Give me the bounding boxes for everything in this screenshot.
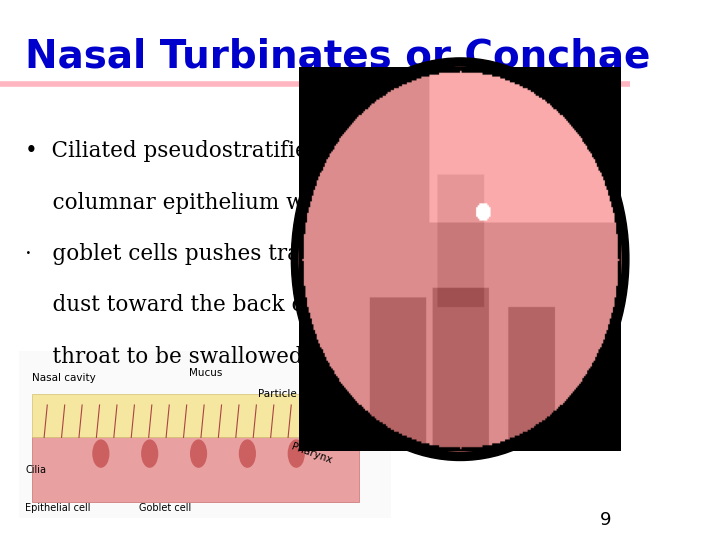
Text: columnar epithelium with: columnar epithelium with xyxy=(25,192,334,214)
Text: •  Ciliated pseudostratified: • Ciliated pseudostratified xyxy=(25,140,322,163)
Text: Nasal Turbinates or Conchae: Nasal Turbinates or Conchae xyxy=(25,38,651,76)
Ellipse shape xyxy=(191,440,207,467)
Text: throat to be swallowed.: throat to be swallowed. xyxy=(25,346,310,368)
Text: Epithelial cell: Epithelial cell xyxy=(25,503,91,512)
Ellipse shape xyxy=(292,58,629,461)
Text: Pharynx: Pharynx xyxy=(290,442,333,465)
FancyBboxPatch shape xyxy=(32,394,359,437)
FancyBboxPatch shape xyxy=(32,437,359,502)
Text: 9: 9 xyxy=(600,511,611,529)
Text: dust toward the back of the: dust toward the back of the xyxy=(25,294,355,316)
Ellipse shape xyxy=(93,440,109,467)
Ellipse shape xyxy=(289,440,304,467)
Ellipse shape xyxy=(300,68,621,451)
FancyBboxPatch shape xyxy=(19,351,391,518)
Ellipse shape xyxy=(240,440,256,467)
Text: Nasal cavity: Nasal cavity xyxy=(32,373,95,383)
Ellipse shape xyxy=(142,440,158,467)
Text: Goblet cell: Goblet cell xyxy=(139,503,191,512)
Text: Cilia: Cilia xyxy=(25,465,46,475)
Text: Mucus: Mucus xyxy=(189,368,222,377)
Text: ·   goblet cells pushes trapped: · goblet cells pushes trapped xyxy=(25,243,354,265)
Text: Particle: Particle xyxy=(258,389,297,399)
